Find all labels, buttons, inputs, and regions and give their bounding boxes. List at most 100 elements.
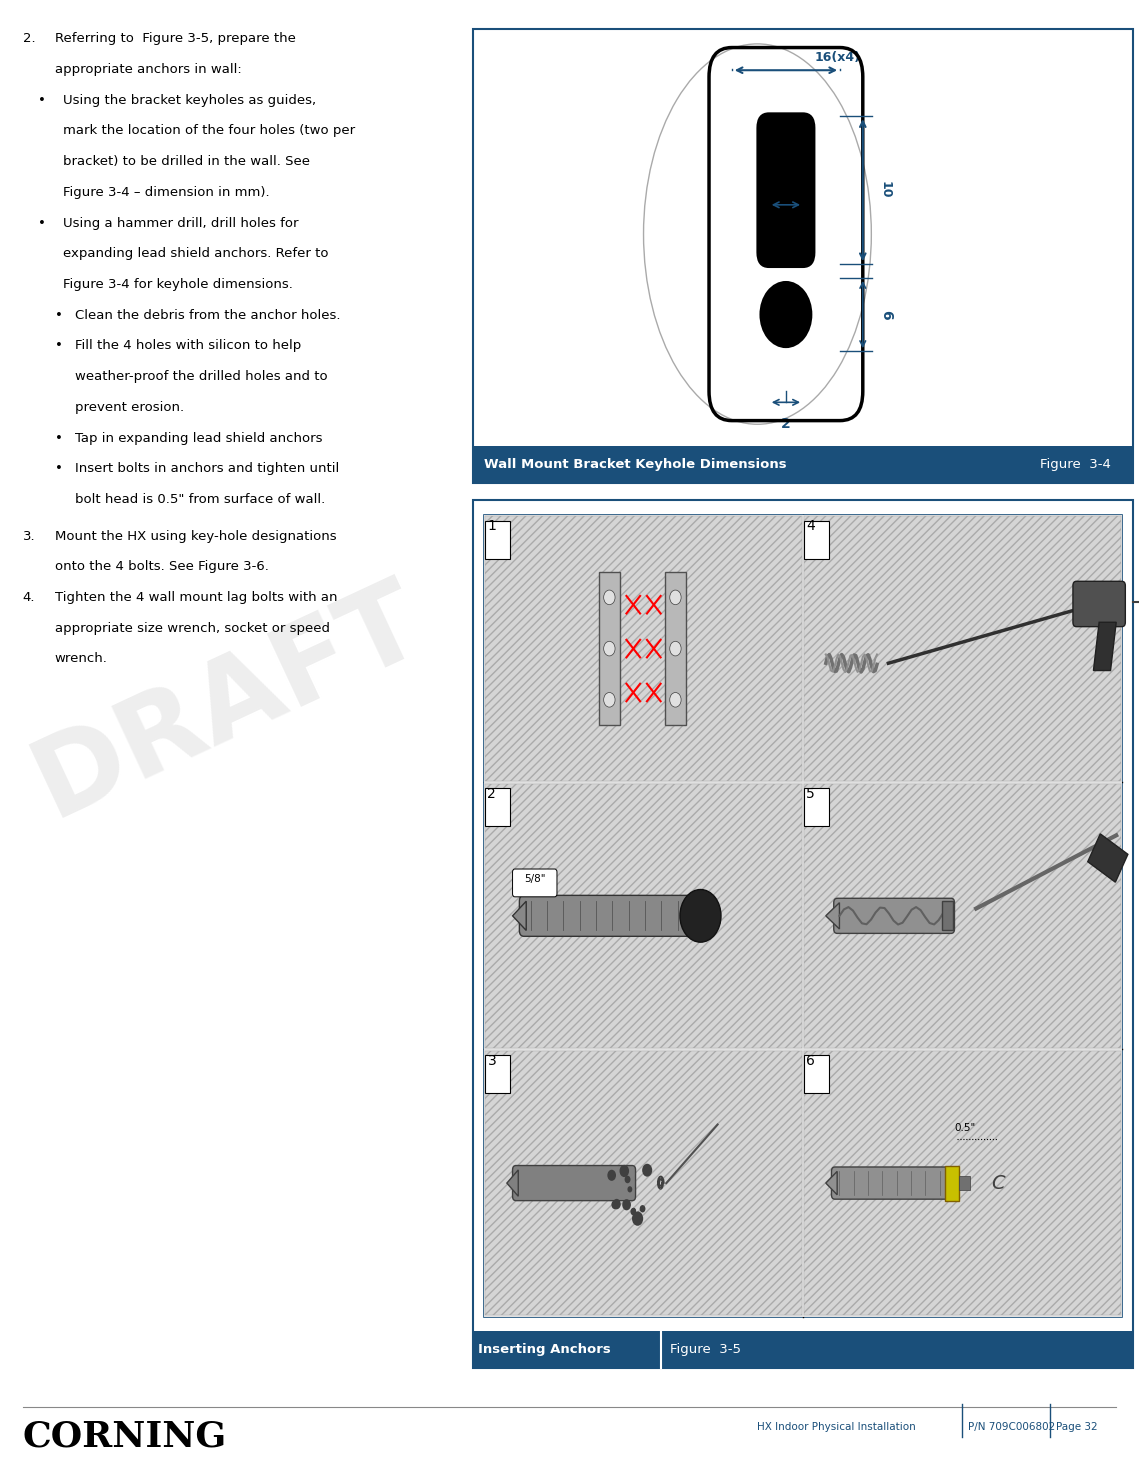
Text: bolt head is 0.5" from surface of wall.: bolt head is 0.5" from surface of wall. xyxy=(75,493,326,506)
Circle shape xyxy=(630,1208,636,1216)
Text: Page 32: Page 32 xyxy=(1056,1422,1098,1432)
Bar xyxy=(959,1176,970,1191)
FancyBboxPatch shape xyxy=(757,113,814,266)
Text: 2: 2 xyxy=(487,787,497,800)
Bar xyxy=(803,783,1122,1049)
FancyBboxPatch shape xyxy=(834,898,954,933)
Bar xyxy=(942,901,953,930)
Circle shape xyxy=(632,1211,644,1226)
Text: Figure 3-4 – dimension in mm).: Figure 3-4 – dimension in mm). xyxy=(63,186,269,199)
Circle shape xyxy=(670,692,681,707)
Bar xyxy=(484,515,1122,1317)
Bar xyxy=(665,572,686,726)
Bar xyxy=(804,1055,829,1093)
Bar xyxy=(1088,834,1128,882)
Text: 5: 5 xyxy=(806,787,816,800)
FancyBboxPatch shape xyxy=(519,895,691,936)
Circle shape xyxy=(670,590,681,604)
Polygon shape xyxy=(507,1170,518,1197)
Text: DRAFT: DRAFT xyxy=(17,566,439,838)
Circle shape xyxy=(631,1208,636,1214)
Text: •: • xyxy=(55,432,63,445)
Text: 6: 6 xyxy=(879,310,893,319)
Bar xyxy=(803,515,1122,783)
Bar xyxy=(473,446,1133,483)
Text: Clean the debris from the anchor holes.: Clean the debris from the anchor holes. xyxy=(75,309,341,322)
Text: Inserting Anchors: Inserting Anchors xyxy=(478,1343,612,1356)
Text: 2.: 2. xyxy=(23,32,35,45)
Circle shape xyxy=(624,1176,631,1184)
Bar xyxy=(473,29,1133,483)
Text: appropriate anchors in wall:: appropriate anchors in wall: xyxy=(55,63,241,76)
Text: CORNING: CORNING xyxy=(23,1419,227,1453)
Text: Figure  3-4: Figure 3-4 xyxy=(1040,458,1111,471)
Circle shape xyxy=(604,641,615,655)
Text: Tap in expanding lead shield anchors: Tap in expanding lead shield anchors xyxy=(75,432,322,445)
Circle shape xyxy=(640,1206,646,1213)
Text: Fill the 4 holes with silicon to help: Fill the 4 holes with silicon to help xyxy=(75,339,302,353)
Text: P/N 709C006802: P/N 709C006802 xyxy=(968,1422,1056,1432)
FancyBboxPatch shape xyxy=(831,1167,949,1200)
Circle shape xyxy=(680,890,721,942)
Text: appropriate size wrench, socket or speed: appropriate size wrench, socket or speed xyxy=(55,622,329,635)
Bar xyxy=(485,789,510,827)
Text: Using the bracket keyholes as guides,: Using the bracket keyholes as guides, xyxy=(63,94,316,107)
Text: mark the location of the four holes (two per: mark the location of the four holes (two… xyxy=(63,124,354,138)
Text: •: • xyxy=(55,462,63,475)
FancyBboxPatch shape xyxy=(513,869,557,897)
Polygon shape xyxy=(826,1172,837,1195)
Text: 3.: 3. xyxy=(23,530,35,543)
Text: 7: 7 xyxy=(787,224,796,238)
Polygon shape xyxy=(826,903,839,929)
Text: 0.5": 0.5" xyxy=(954,1124,976,1134)
Circle shape xyxy=(613,1198,621,1210)
Bar xyxy=(484,515,803,783)
Bar xyxy=(485,784,802,1048)
Text: Mount the HX using key-hole designations: Mount the HX using key-hole designations xyxy=(55,530,336,543)
Text: 2: 2 xyxy=(781,417,790,432)
Text: 5/8": 5/8" xyxy=(525,875,546,884)
Bar xyxy=(599,572,620,726)
Text: expanding lead shield anchors. Refer to: expanding lead shield anchors. Refer to xyxy=(63,247,328,260)
Text: Figure  3-5: Figure 3-5 xyxy=(670,1343,740,1356)
Text: 1: 1 xyxy=(487,519,497,534)
Bar xyxy=(484,783,803,1049)
Text: 16(x4): 16(x4) xyxy=(814,51,860,64)
FancyBboxPatch shape xyxy=(513,1166,636,1201)
Text: 4: 4 xyxy=(806,519,816,534)
Text: bracket) to be drilled in the wall. See: bracket) to be drilled in the wall. See xyxy=(63,155,310,168)
Bar xyxy=(485,1055,510,1093)
Circle shape xyxy=(761,282,811,347)
Text: 10: 10 xyxy=(879,181,892,199)
Circle shape xyxy=(620,1165,629,1178)
Circle shape xyxy=(622,1200,631,1210)
Text: Referring to  Figure 3-5, prepare the: Referring to Figure 3-5, prepare the xyxy=(55,32,295,45)
Bar xyxy=(804,521,829,559)
Text: Using a hammer drill, drill holes for: Using a hammer drill, drill holes for xyxy=(63,217,298,230)
Circle shape xyxy=(612,1200,618,1210)
Text: •: • xyxy=(55,309,63,322)
Circle shape xyxy=(607,1170,616,1181)
Bar xyxy=(804,784,1121,1048)
Circle shape xyxy=(628,1186,632,1192)
Circle shape xyxy=(670,641,681,655)
Bar xyxy=(485,516,802,781)
Bar xyxy=(804,1050,1121,1315)
Text: •: • xyxy=(38,94,46,107)
Text: HX Indoor Physical Installation: HX Indoor Physical Installation xyxy=(757,1422,916,1432)
Text: Insert bolts in anchors and tighten until: Insert bolts in anchors and tighten unti… xyxy=(75,462,339,475)
Circle shape xyxy=(604,590,615,604)
Text: Tighten the 4 wall mount lag bolts with an: Tighten the 4 wall mount lag bolts with … xyxy=(55,591,337,604)
Circle shape xyxy=(604,692,615,707)
Polygon shape xyxy=(1093,622,1116,670)
Bar xyxy=(473,500,1133,1368)
Bar xyxy=(485,521,510,559)
Bar xyxy=(804,516,1121,781)
Polygon shape xyxy=(513,901,526,930)
Text: 4.: 4. xyxy=(23,591,35,604)
Text: prevent erosion.: prevent erosion. xyxy=(75,401,185,414)
Bar xyxy=(804,789,829,827)
Bar xyxy=(485,1050,802,1315)
Text: Figure 3-4 for keyhole dimensions.: Figure 3-4 for keyhole dimensions. xyxy=(63,278,293,291)
Bar xyxy=(803,1049,1122,1317)
